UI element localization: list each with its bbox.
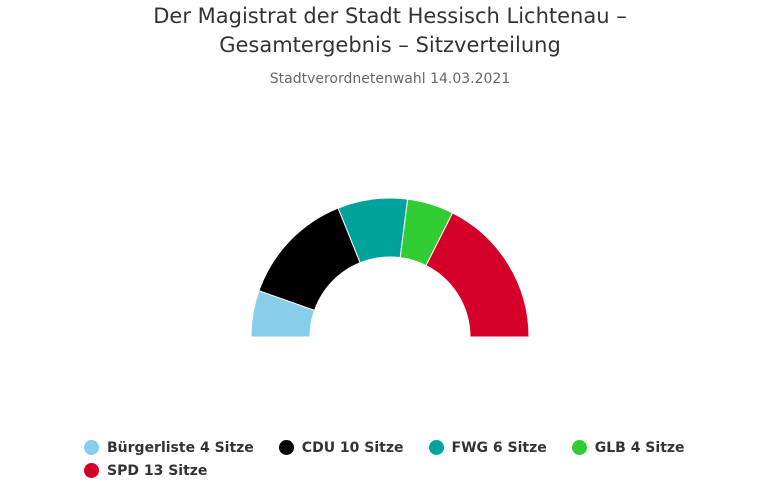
chart-subtitle: Stadtverordnetenwahl 14.03.2021 (269, 71, 511, 87)
legend-label-fwg: FWG 6 Sitze (451, 439, 547, 456)
slice-spd[interactable] (425, 212, 530, 338)
legend-label-glb: GLB 4 Sitze (594, 439, 685, 456)
legend-item-cdu[interactable]: CDU 10 Sitze (278, 439, 404, 456)
chart-title-line-1: Der Magistrat der Stadt Hessisch Lichten… (153, 4, 627, 28)
legend-label-buergerliste: Bürgerliste 4 Sitze (107, 439, 254, 456)
legend-row-1: Bürgerliste 4 Sitze CDU 10 Sitze FWG 6 S… (84, 436, 724, 459)
legend-label-spd: SPD 13 Sitze (107, 462, 208, 479)
legend-item-glb[interactable]: GLB 4 Sitze (571, 439, 685, 456)
legend-row-2: SPD 13 Sitze (84, 459, 724, 482)
legend-item-buergerliste[interactable]: Bürgerliste 4 Sitze (84, 440, 254, 456)
legend-dot-fwg (428, 440, 444, 455)
legend-item-spd[interactable]: SPD 13 Sitze (84, 463, 207, 479)
legend-label-cdu: CDU 10 Sitze (301, 439, 404, 456)
legend-item-fwg[interactable]: FWG 6 Sitze (428, 439, 547, 456)
chart-title: Der Magistrat der Stadt Hessisch Lichten… (0, 2, 780, 60)
legend-dot-spd (84, 463, 99, 478)
chart-legend: Bürgerliste 4 Sitze CDU 10 Sitze FWG 6 S… (84, 436, 724, 482)
legend-dot-glb (571, 440, 587, 455)
legend-dot-buergerliste (84, 440, 99, 455)
chart-title-line-2: Gesamtergebnis – Sitzverteilung (219, 33, 561, 57)
legend-dot-cdu (278, 440, 294, 455)
